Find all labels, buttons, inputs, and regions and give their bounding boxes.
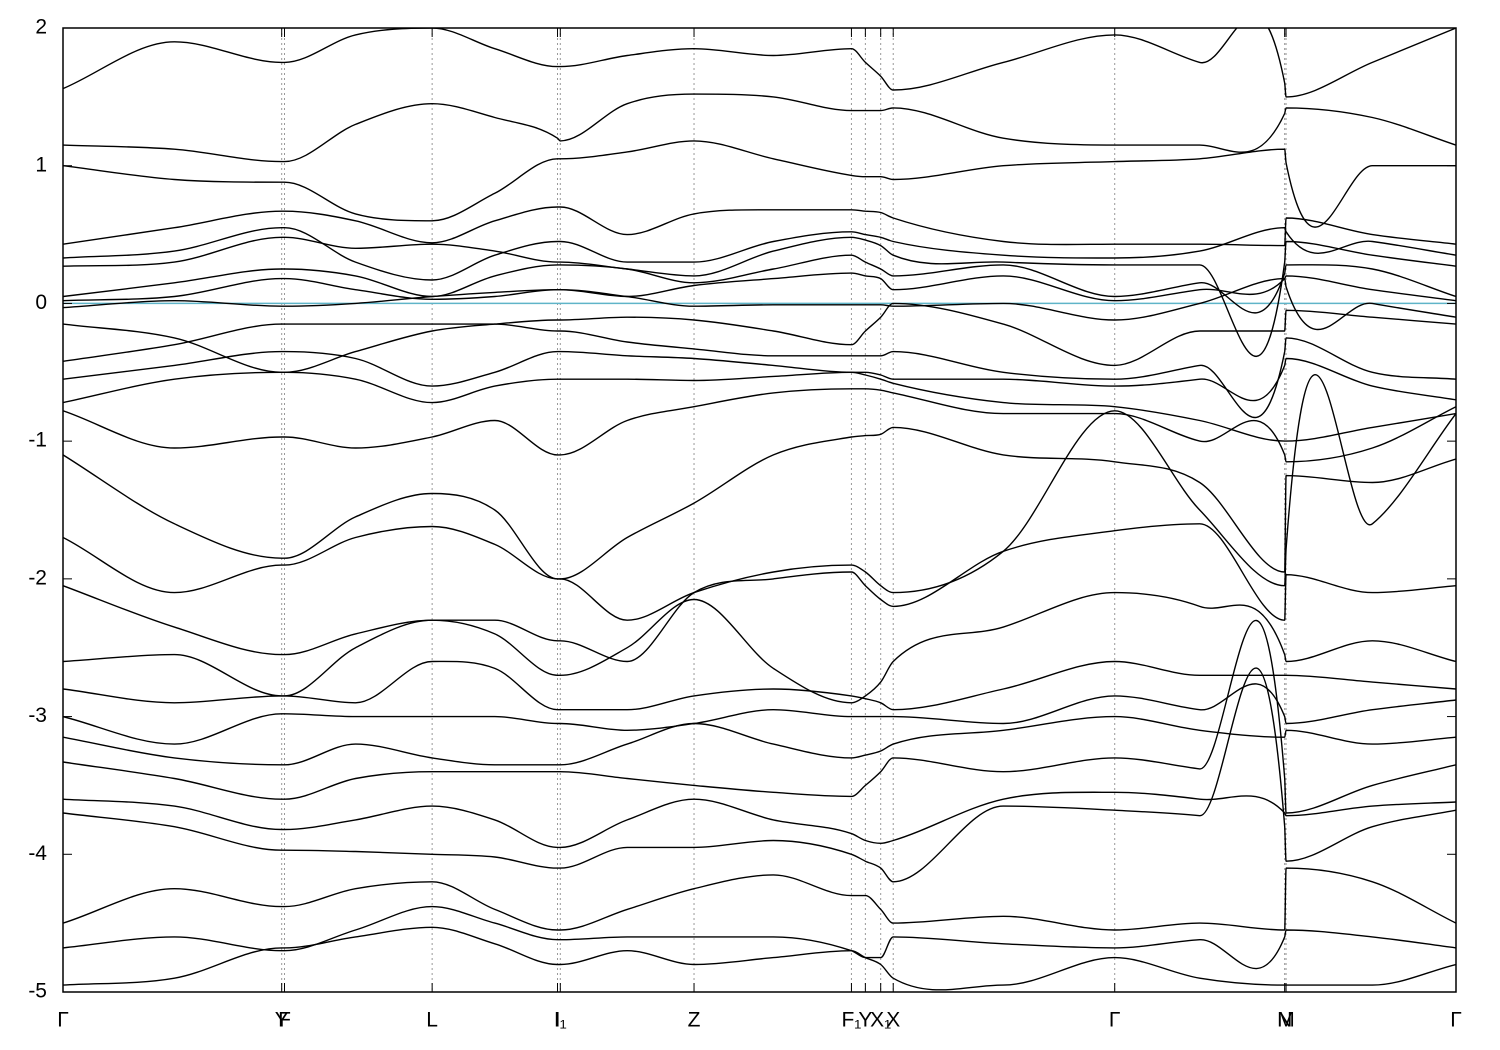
band-line [63,905,1456,970]
x-tick-label: Γ [57,1009,69,1032]
band-line [63,371,1456,442]
band-line [63,206,1456,247]
band-line [63,523,1456,663]
y-tick-label: -5 [28,980,47,1003]
y-tick-label: 2 [35,16,47,39]
band-line [63,323,1456,419]
band-line [63,28,1456,98]
x-tick-label: X₁ [870,1009,891,1032]
band-line [63,867,1456,931]
band-line [63,591,1456,704]
band-line [63,667,1456,883]
band-line [63,374,1456,621]
band-line [63,254,1456,314]
x-tick-label: Z [688,1009,701,1032]
band-line [63,426,1456,580]
x-tick-label: F [278,1009,291,1032]
x-tick-label: N [1277,1009,1292,1032]
y-tick-label: -1 [28,429,47,452]
y-tick-label: 1 [35,153,47,176]
x-tick-label: I₁ [554,1009,567,1032]
x-tick-label: Γ [1109,1009,1121,1032]
band-line [63,140,1456,228]
x-tick-label: Y [275,1009,289,1032]
x-tick-label: Γ [1450,1009,1462,1032]
band-line [63,93,1456,163]
x-tick-label: F₁ [841,1009,861,1032]
x-tick-label: I [555,1009,561,1032]
x-tick-label: L [426,1009,438,1032]
band-line [63,226,1456,281]
x-tick-label: Y [858,1009,872,1032]
band-line [63,388,1456,463]
band-line [63,926,1456,991]
y-tick-label: -2 [28,566,47,589]
y-tick-label: 0 [35,291,47,314]
band-line [63,715,1456,766]
band-line [63,302,1456,374]
band-line [63,272,1456,302]
band-line [63,350,1456,402]
plot-frame [62,27,1457,993]
band-line [63,619,1456,814]
x-tick-label: M [1277,1009,1295,1032]
y-tick-label: -4 [28,842,47,865]
band-line [63,660,1456,711]
x-tick-label: X [886,1009,900,1032]
band-line [63,277,1456,330]
bands [63,28,1456,991]
y-tick-label: -3 [28,704,47,727]
band-line [63,236,1456,357]
grid [62,28,1457,992]
band-line [63,791,1456,849]
